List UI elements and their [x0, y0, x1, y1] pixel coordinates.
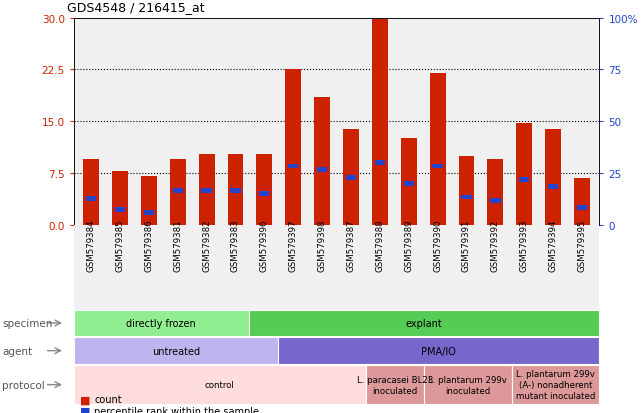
- Bar: [199, 154, 215, 225]
- Bar: [462, 195, 472, 200]
- Text: control: control: [205, 380, 235, 389]
- Text: agent: agent: [2, 346, 32, 356]
- Bar: [375, 161, 385, 166]
- Text: L. paracasei BL23
inoculated: L. paracasei BL23 inoculated: [357, 375, 433, 395]
- Bar: [115, 208, 125, 212]
- Bar: [577, 206, 587, 210]
- Text: percentile rank within the sample: percentile rank within the sample: [94, 406, 259, 413]
- Bar: [574, 178, 590, 225]
- Bar: [548, 185, 558, 190]
- Text: PMA/IO: PMA/IO: [421, 346, 456, 356]
- Text: protocol: protocol: [2, 380, 45, 390]
- Bar: [141, 177, 157, 225]
- Bar: [516, 123, 532, 225]
- Bar: [112, 171, 128, 225]
- Text: specimen: specimen: [2, 318, 53, 328]
- Bar: [201, 188, 212, 193]
- Bar: [519, 178, 529, 183]
- Bar: [314, 98, 330, 225]
- Bar: [404, 181, 414, 186]
- Bar: [345, 176, 356, 181]
- Text: explant: explant: [406, 318, 442, 328]
- Bar: [288, 164, 298, 169]
- Text: untreated: untreated: [152, 346, 200, 356]
- Bar: [83, 160, 99, 225]
- Bar: [86, 197, 96, 202]
- Bar: [458, 156, 474, 225]
- Bar: [545, 130, 561, 225]
- Bar: [259, 192, 269, 197]
- Bar: [401, 139, 417, 225]
- Bar: [285, 70, 301, 225]
- Bar: [372, 20, 388, 225]
- Text: count: count: [94, 394, 122, 404]
- Bar: [170, 160, 186, 225]
- Bar: [172, 188, 183, 193]
- Bar: [429, 74, 445, 225]
- Text: ■: ■: [80, 394, 90, 404]
- Bar: [490, 199, 501, 204]
- Text: L. plantarum 299v
(A-) nonadherent
mutant inoculated: L. plantarum 299v (A-) nonadherent mutan…: [516, 369, 595, 400]
- Bar: [228, 154, 244, 225]
- Bar: [343, 130, 359, 225]
- Bar: [256, 154, 272, 225]
- Bar: [487, 160, 503, 225]
- Text: GDS4548 / 216415_at: GDS4548 / 216415_at: [67, 2, 205, 14]
- Text: L. plantarum 299v
inoculated: L. plantarum 299v inoculated: [428, 375, 508, 395]
- Bar: [230, 188, 240, 193]
- Text: directly frozen: directly frozen: [126, 318, 196, 328]
- Bar: [433, 164, 443, 169]
- Text: ■: ■: [80, 406, 90, 413]
- Bar: [144, 210, 154, 215]
- Bar: [317, 168, 328, 173]
